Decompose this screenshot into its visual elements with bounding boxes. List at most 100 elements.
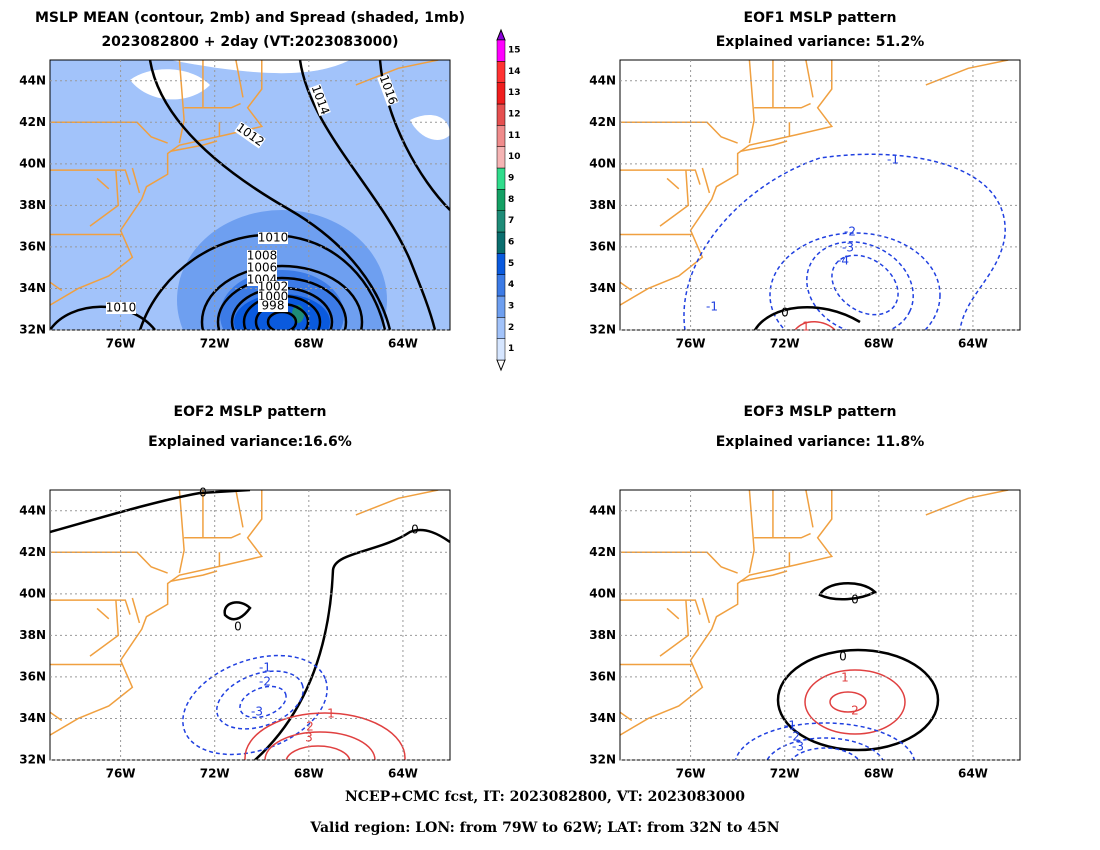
- coastline: [50, 711, 63, 722]
- colorbar-box: [496, 295, 506, 318]
- panel: 44N 42N 40N 38N 36N 34N 32N 76W 72W 68W 64W: [589, 489, 1021, 781]
- lat-label: 34N: [589, 281, 616, 295]
- contour-label: 0: [781, 306, 789, 320]
- colorbar-label: 4: [508, 280, 514, 290]
- colorbar-label: 12: [508, 110, 521, 120]
- coastline: [131, 597, 141, 624]
- coastline: [178, 490, 185, 574]
- colorbar-label: 13: [508, 88, 521, 98]
- contour-label: 1: [802, 320, 810, 334]
- coastline: [620, 599, 701, 615]
- contour-label: 1010: [258, 231, 289, 245]
- coastline: [805, 60, 814, 98]
- lat-label: 40N: [589, 586, 616, 600]
- coastline: [925, 60, 1009, 86]
- contour-label: 2: [851, 704, 859, 718]
- lon-label: 68W: [864, 337, 894, 351]
- lat-label: 44N: [589, 503, 616, 517]
- panel-title: Explained variance:16.6%: [148, 434, 352, 450]
- coastline: [89, 600, 120, 657]
- lat-label: 40N: [19, 586, 46, 600]
- lat-label: 32N: [589, 753, 616, 767]
- colorbar-box: [496, 338, 506, 361]
- panel: 44N 42N 40N 38N 36N 34N 32N 76W 72W 68W 64W: [19, 489, 451, 781]
- lat-label: 42N: [19, 115, 46, 129]
- colorbar-label: 5: [508, 259, 514, 269]
- coastline: [805, 490, 814, 528]
- lon-label: 76W: [676, 337, 706, 351]
- panel-title: 2023082800 + 2day (VT:2023083000): [101, 34, 398, 50]
- panel-title: EOF3 MSLP pattern: [744, 404, 897, 420]
- coastline: [184, 102, 241, 109]
- colorbar-label: 14: [508, 67, 521, 77]
- contour-label: -1: [784, 719, 796, 733]
- footer: Valid region: LON: from 79W to 62W; LAT:…: [309, 820, 779, 836]
- colorbar-under: [496, 359, 506, 372]
- label-box: [377, 73, 399, 107]
- colorbar-label: 10: [508, 152, 521, 162]
- lat-label: 42N: [589, 545, 616, 559]
- coastline: [659, 600, 690, 657]
- label-box: [106, 302, 136, 314]
- colorbar-label: 15: [508, 46, 521, 56]
- lon-label: 68W: [864, 767, 894, 781]
- colorbar-box: [496, 253, 506, 275]
- contour-label: 1006: [247, 261, 278, 275]
- panel: 44N 42N 40N 38N 36N 34N 32N 76W 72W 68W 64W: [19, 59, 451, 351]
- coastline: [620, 551, 738, 574]
- coastline: [748, 60, 755, 144]
- colorbar-box: [496, 61, 506, 83]
- lat-label: 36N: [589, 669, 616, 683]
- contour-label: -3: [842, 241, 854, 255]
- panel: 44N 42N 40N 38N 36N 34N 32N 76W 72W 68W 64W: [589, 59, 1021, 351]
- panel-title: Explained variance: 51.2%: [716, 34, 925, 50]
- coastline: [169, 570, 218, 583]
- coastline: [184, 532, 241, 539]
- label-box: [258, 232, 288, 244]
- coastline: [50, 599, 131, 615]
- coastline: [50, 281, 63, 292]
- lat-label: 38N: [19, 628, 46, 642]
- coastline: [754, 532, 811, 539]
- coastline: [748, 490, 755, 574]
- label-box: [258, 300, 288, 312]
- coastline: [235, 60, 244, 98]
- coastline: [666, 607, 680, 620]
- label-box: [247, 250, 277, 262]
- lat-label: 44N: [19, 73, 46, 87]
- lat-label: 34N: [589, 711, 616, 725]
- panel-title: Explained variance: 11.8%: [716, 434, 925, 450]
- label-box: [258, 281, 288, 293]
- coastline: [754, 102, 811, 109]
- lat-label: 36N: [19, 669, 46, 683]
- coastline: [620, 169, 701, 185]
- lon-label: 68W: [294, 337, 324, 351]
- coastline: [355, 60, 439, 86]
- lon-label: 76W: [106, 767, 136, 781]
- panel-title: EOF2 MSLP pattern: [174, 404, 327, 420]
- lat-label: 38N: [589, 198, 616, 212]
- lat-label: 34N: [19, 711, 46, 725]
- contour-label: -2: [788, 730, 800, 744]
- colorbar-label: 7: [508, 216, 514, 226]
- contour-label: 0: [839, 650, 847, 664]
- lon-label: 64W: [388, 767, 418, 781]
- coastline: [925, 490, 1009, 516]
- lat-label: 42N: [589, 115, 616, 129]
- coastline: [169, 140, 218, 153]
- colorbar-box: [496, 146, 506, 169]
- contour-label: 1: [841, 671, 849, 685]
- coastline: [96, 177, 110, 190]
- frame: [49, 489, 451, 761]
- lat-label: 40N: [19, 156, 46, 170]
- lon-label: 64W: [958, 337, 988, 351]
- contour-label: 1010: [106, 301, 137, 315]
- colorbar-box: [496, 167, 506, 190]
- lon-label: 76W: [106, 337, 136, 351]
- colorbar-box: [496, 82, 506, 105]
- coastline: [739, 570, 788, 583]
- frame: [619, 489, 1021, 761]
- contour-label: -1: [887, 153, 899, 167]
- coastline: [96, 607, 110, 620]
- lat-label: 44N: [589, 73, 616, 87]
